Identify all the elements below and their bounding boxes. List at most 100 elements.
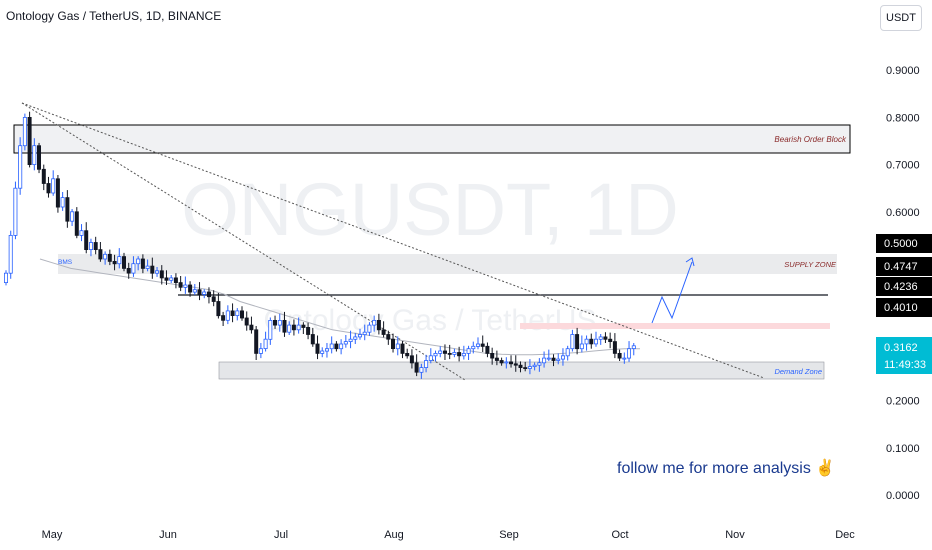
candle-body: [570, 334, 575, 350]
candle-body: [324, 348, 329, 352]
candle-body: [164, 277, 169, 281]
candle-body: [466, 348, 471, 354]
candle-body: [221, 315, 226, 321]
candle-body: [244, 317, 249, 326]
candle-body: [565, 348, 570, 357]
candle-body: [603, 336, 608, 340]
candle-body: [263, 338, 268, 350]
candle-body: [169, 277, 174, 281]
candle-body: [291, 324, 296, 331]
candle-body: [178, 282, 183, 288]
candle-body: [296, 324, 301, 331]
candle-body: [8, 234, 13, 274]
candle-body: [551, 357, 556, 361]
candle-body: [140, 258, 145, 269]
countdown-text: 11:49:33: [884, 359, 926, 371]
projection-path: [651, 261, 693, 324]
candle-body: [499, 360, 504, 364]
supply-zone-label: SUPPLY ZONE: [784, 260, 837, 269]
candle-body: [414, 362, 419, 373]
candle-body: [608, 338, 613, 343]
candle-body: [188, 284, 193, 293]
candle-body: [197, 289, 202, 295]
candle-body: [471, 345, 476, 350]
demand-zone: [218, 361, 825, 380]
candle-body: [84, 230, 89, 250]
candle-body: [131, 263, 136, 274]
candle-body: [13, 187, 18, 236]
candle-body: [447, 352, 452, 355]
unit-button[interactable]: USDT: [880, 5, 922, 31]
level-label-box: [876, 257, 932, 276]
candle-body: [594, 338, 599, 345]
candle-body: [315, 343, 320, 354]
trendline-short: [21, 102, 466, 381]
candle-body: [546, 357, 551, 360]
candle-body: [235, 310, 240, 316]
candle-body: [32, 145, 37, 165]
x-tick-label: Sep: [499, 529, 519, 541]
candle-body: [339, 343, 344, 350]
candle-body: [249, 324, 254, 331]
candle-body: [409, 355, 414, 364]
candle-body: [589, 338, 594, 345]
candle-body: [301, 324, 306, 328]
candle-body: [22, 117, 27, 147]
follow-text: follow me for more analysis: [617, 460, 811, 477]
candle-body: [37, 145, 42, 170]
candle-body: [211, 296, 216, 302]
candle-body: [18, 145, 23, 189]
y-tick-label: 0.7000: [886, 160, 920, 172]
candle-body: [475, 343, 480, 347]
x-tick-label: Dec: [835, 529, 855, 541]
candle-body: [494, 357, 499, 361]
y-axis: 0.9000 0.8000 0.7000 0.6000 0.2000 0.1000 0.00…: [886, 65, 920, 502]
candle-body: [145, 265, 150, 269]
candle-body: [419, 367, 424, 373]
candle-body: [254, 329, 259, 354]
candle-body: [357, 334, 362, 338]
candle-body: [395, 343, 400, 350]
candle-body: [631, 345, 636, 349]
x-tick-label: Oct: [611, 529, 628, 541]
level-label-text: 0.4010: [884, 302, 918, 314]
candle-body: [556, 358, 561, 361]
candle-body: [4, 272, 9, 284]
candle-body: [612, 341, 617, 354]
y-tick-label: 0.0000: [886, 490, 920, 502]
candle-body: [452, 352, 457, 355]
level-label-box: [876, 277, 932, 296]
candle-body: [310, 334, 315, 345]
candle-body: [70, 211, 75, 222]
candle-body: [598, 336, 603, 340]
candle-body: [390, 338, 395, 350]
candle-body: [508, 361, 513, 365]
y-tick-label: 0.8000: [886, 112, 920, 124]
candle-body: [376, 319, 381, 331]
candle-body: [329, 343, 334, 350]
candle-body: [239, 310, 244, 319]
candle-body: [627, 348, 632, 359]
candle-body: [537, 362, 542, 366]
candle-body: [282, 319, 287, 333]
level-label-text: 0.5000: [884, 238, 918, 250]
candle-body: [93, 242, 98, 250]
candle-body: [150, 265, 155, 274]
candle-body: [306, 326, 311, 335]
candle-body: [424, 360, 429, 368]
candle-body: [98, 249, 103, 260]
candle-body: [438, 350, 443, 354]
level-label-text: 0.4747: [884, 261, 918, 273]
moving-average-line: [39, 258, 640, 356]
candle-body: [206, 291, 211, 298]
candle-body: [112, 260, 117, 265]
x-tick-label: May: [42, 529, 63, 541]
level-label-box: [876, 234, 932, 253]
candle-body: [320, 350, 325, 354]
level-labels: 0.5000 0.4747 0.4236 0.4010: [876, 234, 932, 317]
candle-body: [532, 364, 537, 368]
candle-body: [230, 310, 235, 316]
bms-label: BMS: [58, 259, 73, 266]
candle-body: [442, 350, 447, 354]
